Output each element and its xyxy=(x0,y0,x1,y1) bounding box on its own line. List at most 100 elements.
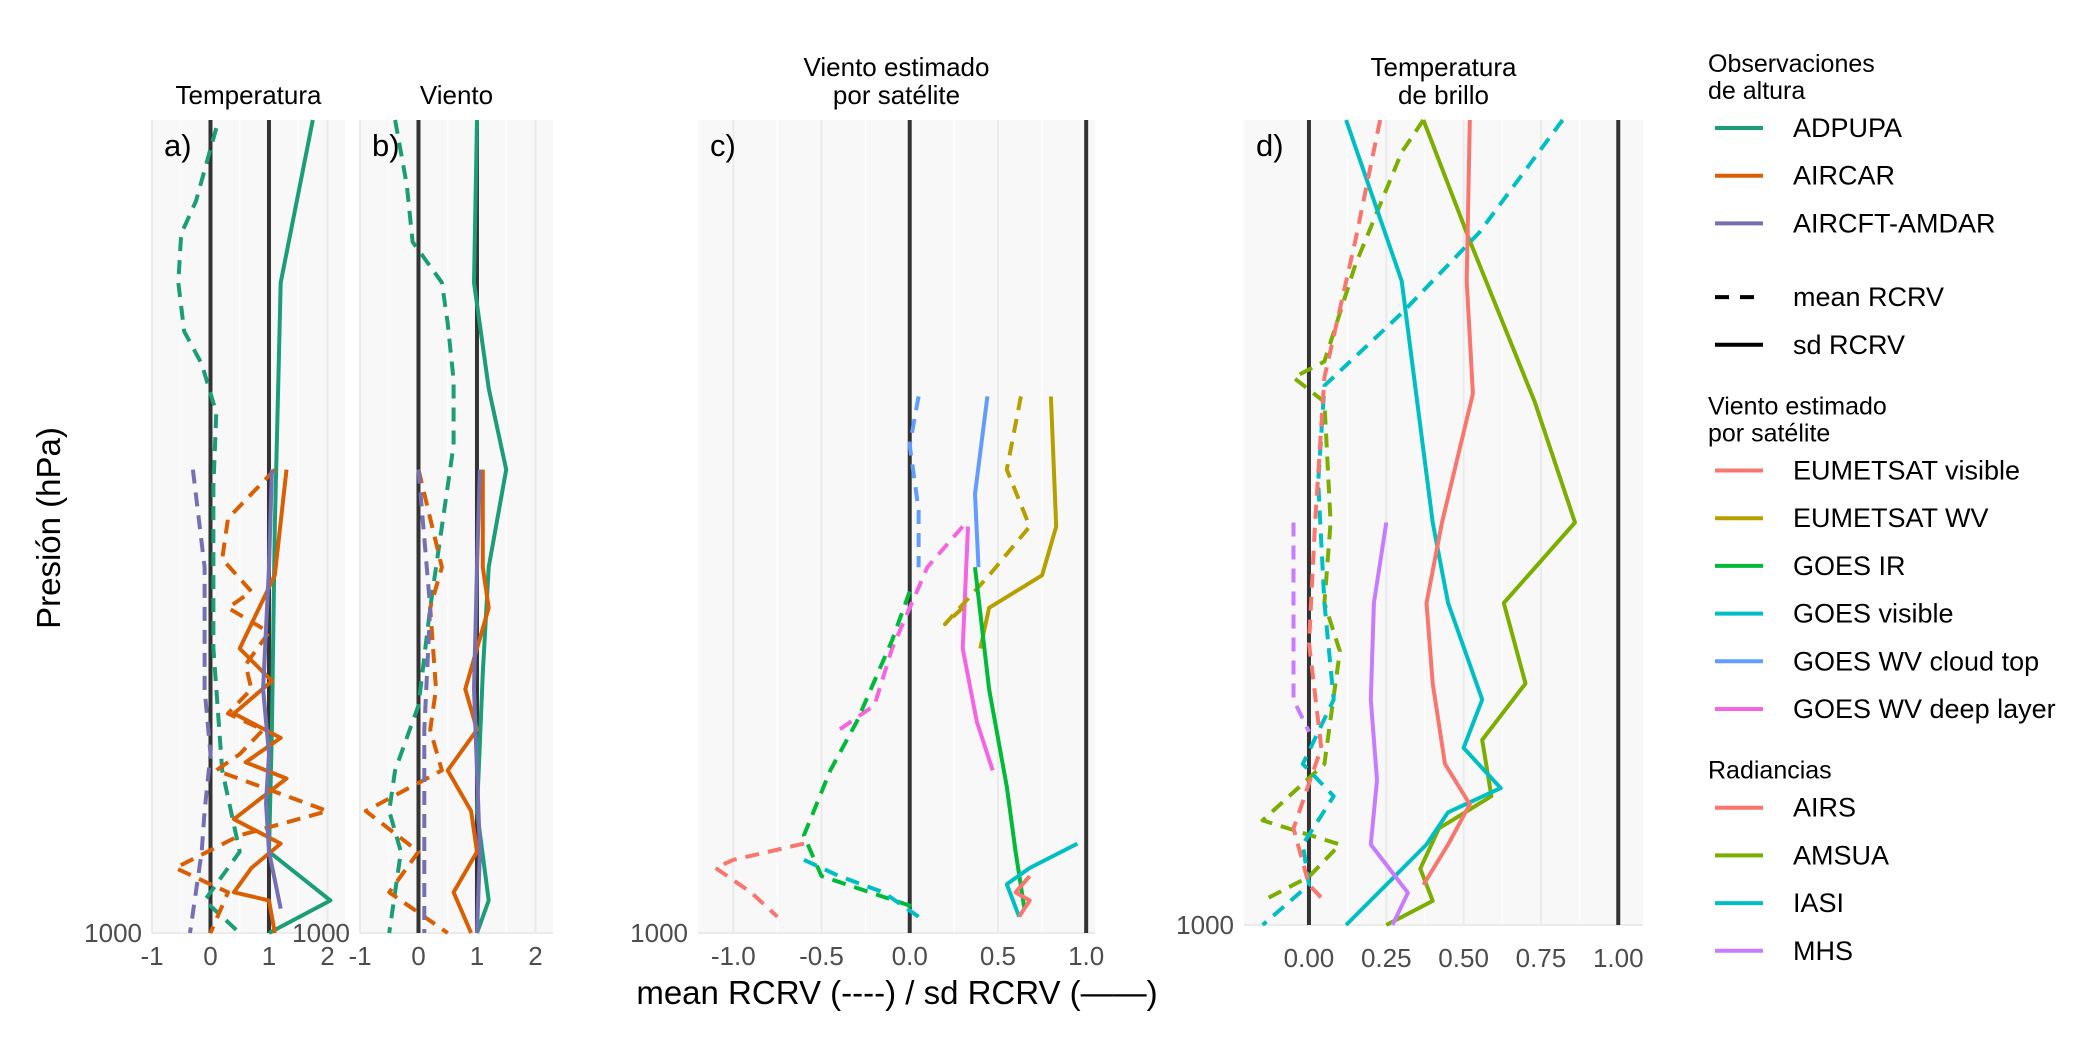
x-tick-label: 1 xyxy=(262,941,276,971)
panel-background xyxy=(152,120,345,933)
series-amsua-mean xyxy=(1260,118,1426,903)
legend-label: AIRS xyxy=(1793,793,1856,823)
series-airs-sd xyxy=(1421,119,1475,886)
x-tick-label: 0.50 xyxy=(1438,943,1489,973)
legend-item-aircft-amdar: AIRCFT-AMDAR xyxy=(1715,208,1996,238)
legend-group: mean RCRV sd RCRV xyxy=(1715,282,1944,360)
legend-label: GOES WV cloud top xyxy=(1793,646,2039,676)
x-tick-label: -1 xyxy=(140,941,163,971)
legend-item-airs: AIRS xyxy=(1715,793,1856,823)
legend-item-mhs: MHS xyxy=(1715,936,1853,966)
legend-item-eumetsat-wv: EUMETSAT WV xyxy=(1715,503,1989,533)
series-mhs-mean xyxy=(1291,522,1311,733)
series-aircar-mean xyxy=(173,468,330,934)
legend-item-goes-wv-cloud-top: GOES WV cloud top xyxy=(1715,646,2039,676)
x-tick-label: -1.0 xyxy=(711,941,756,971)
legend-label: MHS xyxy=(1793,936,1853,966)
legend-label: ADPUPA xyxy=(1793,113,1902,143)
y-tick-label: 1000 xyxy=(292,918,350,948)
x-tick-label: 0.25 xyxy=(1361,943,1412,973)
panel-c: -1.0 -0.5 0.0 0.5 1.0 1000 c) Viento estimadopo… xyxy=(630,52,1104,971)
series-adpupa-sd xyxy=(267,119,333,935)
legend-item-adpupa: ADPUPA xyxy=(1715,113,1902,143)
legend-label: mean RCRV xyxy=(1793,282,1944,312)
series-adpupa-mean xyxy=(387,119,456,934)
legend-label: EUMETSAT visible xyxy=(1793,456,2020,486)
series-adpupa-sd xyxy=(472,119,509,934)
series-aircft-amdar-mean xyxy=(416,469,433,933)
series-goes-ir-sd xyxy=(973,566,1027,909)
x-tick-label: 1.00 xyxy=(1593,943,1644,973)
x-tick-label: -1 xyxy=(348,941,371,971)
y-tick-label: 1000 xyxy=(84,918,142,948)
legend-item-eumetsat-visible: EUMETSAT visible xyxy=(1715,456,2020,486)
series-eumetsat-wv-mean xyxy=(943,396,1032,627)
series-goes-wv-deep-layer-mean xyxy=(838,525,965,732)
legend-item-goes-visible: GOES visible xyxy=(1715,599,1954,629)
x-tick-label: 0 xyxy=(411,941,425,971)
panel-tag: a) xyxy=(164,128,192,163)
legend-group-title: Viento estimado xyxy=(1708,393,1887,421)
series-goes-wv-deep-layer-sd xyxy=(960,526,995,772)
legend-item-goes-wv-deep-layer: GOES WV deep layer xyxy=(1715,694,2056,724)
panel-title: Viento xyxy=(420,80,493,110)
series-aircft-amdar-mean xyxy=(188,469,213,934)
x-tick-label: 2 xyxy=(320,941,334,971)
legend-label: EUMETSAT WV xyxy=(1793,503,1989,533)
y-tick-label: 1000 xyxy=(1176,910,1234,940)
series-airs-mean xyxy=(1291,119,1383,903)
x-axis-title: mean RCRV (----) / sd RCRV (——) xyxy=(636,974,1157,1011)
series-goes-wv-cloud-top-mean xyxy=(907,396,921,568)
series-mhs-sd xyxy=(1368,522,1410,926)
panel-tag: c) xyxy=(710,128,736,163)
series-aircft-amdar-sd xyxy=(261,469,283,910)
y-axis-title: Presión (hPa) xyxy=(30,427,67,629)
series-aircft-amdar-sd xyxy=(472,469,482,934)
x-tick-label: -0.5 xyxy=(799,941,844,971)
legend-item-sd-rcrv: sd RCRV xyxy=(1715,330,1905,360)
x-tick-label: 1 xyxy=(470,941,484,971)
legend-group-title: Radiancias xyxy=(1708,757,1832,785)
panel-title: de brillo xyxy=(1398,80,1489,110)
panel-tag: b) xyxy=(372,128,400,163)
legend-item-iasi: IASI xyxy=(1715,888,1844,918)
legend-label: GOES visible xyxy=(1793,599,1954,629)
legend-item-goes-ir: GOES IR xyxy=(1715,551,1906,581)
legend-label: AMSUA xyxy=(1793,840,1889,870)
legend-group-title: por satélite xyxy=(1708,420,1830,448)
x-tick-label: 0.5 xyxy=(980,941,1016,971)
legend-item-aircar: AIRCAR xyxy=(1715,161,1895,191)
panel-background xyxy=(698,120,1095,933)
legend-group: Radiancias AIRS AMSUA IASI MHS xyxy=(1708,757,1889,966)
series-iasi-mean xyxy=(1261,118,1565,927)
panel-title: por satélite xyxy=(833,80,960,110)
x-tick-label: 0.0 xyxy=(892,941,928,971)
series-adpupa-mean xyxy=(176,127,242,935)
series-eumetsat-visible-sd xyxy=(1013,874,1032,918)
panel-title: Temperatura xyxy=(1371,52,1517,82)
panel-d: 0.00 0.25 0.50 0.75 1.00 1000 d) Temperaturade … xyxy=(1176,52,1643,973)
series-goes-wv-cloud-top-sd xyxy=(973,396,990,568)
series-goes-visible-sd xyxy=(1004,841,1079,918)
series-aircar-mean xyxy=(363,469,449,935)
legend-label: sd RCRV xyxy=(1793,330,1905,360)
panel-title: Temperatura xyxy=(176,80,322,110)
x-tick-label: 0.00 xyxy=(1284,943,1335,973)
x-tick-label: 1.0 xyxy=(1068,941,1104,971)
series-iasi-sd xyxy=(1344,119,1503,927)
series-goes-ir-mean xyxy=(801,590,920,911)
panel-title: Viento estimado xyxy=(804,52,990,82)
legend-label: AIRCFT-AMDAR xyxy=(1793,208,1996,238)
legend-item-mean-rcrv: mean RCRV xyxy=(1715,282,1944,312)
series-aircar-sd xyxy=(445,469,491,934)
panel-a: -1 0 1 2 1000 a) Temperatura xyxy=(84,80,345,971)
x-tick-label: 0 xyxy=(203,941,217,971)
legend-group-title: Observaciones xyxy=(1708,50,1875,78)
series-eumetsat-wv-sd xyxy=(978,396,1059,649)
legend-group-title: de altura xyxy=(1708,77,1805,105)
